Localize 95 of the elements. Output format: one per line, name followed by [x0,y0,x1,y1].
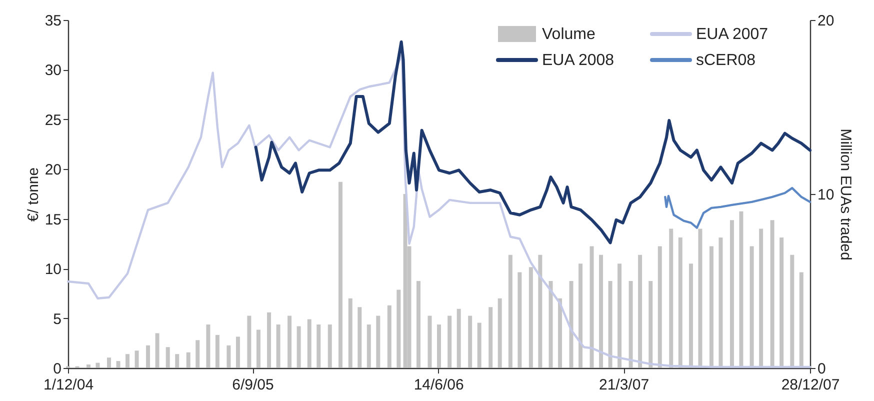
y2-axis-title: Million EUAs traded [837,128,854,260]
y2-tick-label: 0 [818,360,826,378]
bar [759,228,764,368]
y-tick-label: 35 [44,12,62,30]
bar [709,246,714,368]
bar [387,305,392,368]
bar [267,312,272,368]
bar [126,354,130,368]
bar [599,254,604,368]
bar [739,211,744,368]
y-tick-label: 0 [53,360,62,378]
bar [146,345,150,368]
bar [528,267,533,368]
bar [448,316,452,368]
bar [86,364,90,368]
bar [658,246,662,368]
bar [590,246,594,368]
line-series [254,40,812,244]
x-tick-label: 1/12/04 [43,376,94,394]
bar [558,298,562,368]
bar [456,308,461,368]
y2-tick-label: 10 [818,186,834,204]
y2-tick-label: 20 [818,12,834,30]
bar [236,336,240,368]
bar [578,264,583,368]
bar [770,220,774,368]
bar [226,345,231,368]
bar [196,340,200,368]
bar [358,307,362,368]
bar [288,316,292,368]
bar [477,322,482,368]
bar [618,264,622,368]
bar [296,326,301,368]
bar [569,281,574,368]
y-axis-title: €/ tonne [24,167,42,222]
bar [366,324,371,368]
bar [416,281,420,368]
bar [648,281,653,368]
bar [328,324,332,368]
bar [780,238,784,368]
bar [338,182,342,368]
y-tick-label: 30 [44,62,62,80]
legend-label: sCER08 [696,52,756,69]
legend-label: EUA 2007 [696,26,768,43]
x-tick-label: 28/12/07 [781,376,840,394]
bar [175,354,180,368]
bar [247,316,252,368]
bar [628,281,633,368]
bar [428,316,432,368]
bar [206,324,210,368]
legend-label: EUA 2008 [542,52,614,69]
legend-label: Volume [542,26,596,43]
bar [376,316,380,368]
bar [698,228,702,368]
bar [134,350,139,368]
bar [790,254,794,368]
bar [256,330,260,368]
bar [396,290,401,368]
bar [166,347,170,368]
bar [678,238,682,368]
bar [437,324,441,368]
bar [468,316,472,368]
bar [750,246,754,368]
y-tick-label: 15 [44,211,62,228]
bar [518,272,522,368]
bar [488,307,493,368]
bar [186,352,190,368]
bar [96,362,100,368]
bar [669,228,674,368]
bar [799,272,804,368]
bar [116,361,120,368]
bar [548,281,553,368]
bar [276,324,280,368]
bar [316,324,321,368]
y-tick-label: 25 [44,112,62,129]
bar [155,333,160,368]
bar [508,254,512,368]
y-tick-label: 10 [44,261,62,278]
line-series [664,186,812,229]
bar [718,238,723,368]
x-tick-label: 14/6/06 [414,376,464,394]
bar [608,281,612,368]
bar [348,298,352,368]
x-tick-label: 21/3/07 [598,376,650,394]
bar [498,298,502,368]
bar [107,358,111,368]
bar [638,254,642,368]
bar [307,319,312,368]
bar [730,220,734,368]
y-tick-label: 5 [53,310,62,328]
x-tick-label: 6/9/05 [232,376,274,394]
y-tick-label: 20 [44,162,62,179]
bar [688,264,693,368]
bar [538,254,542,368]
bar [215,334,220,368]
